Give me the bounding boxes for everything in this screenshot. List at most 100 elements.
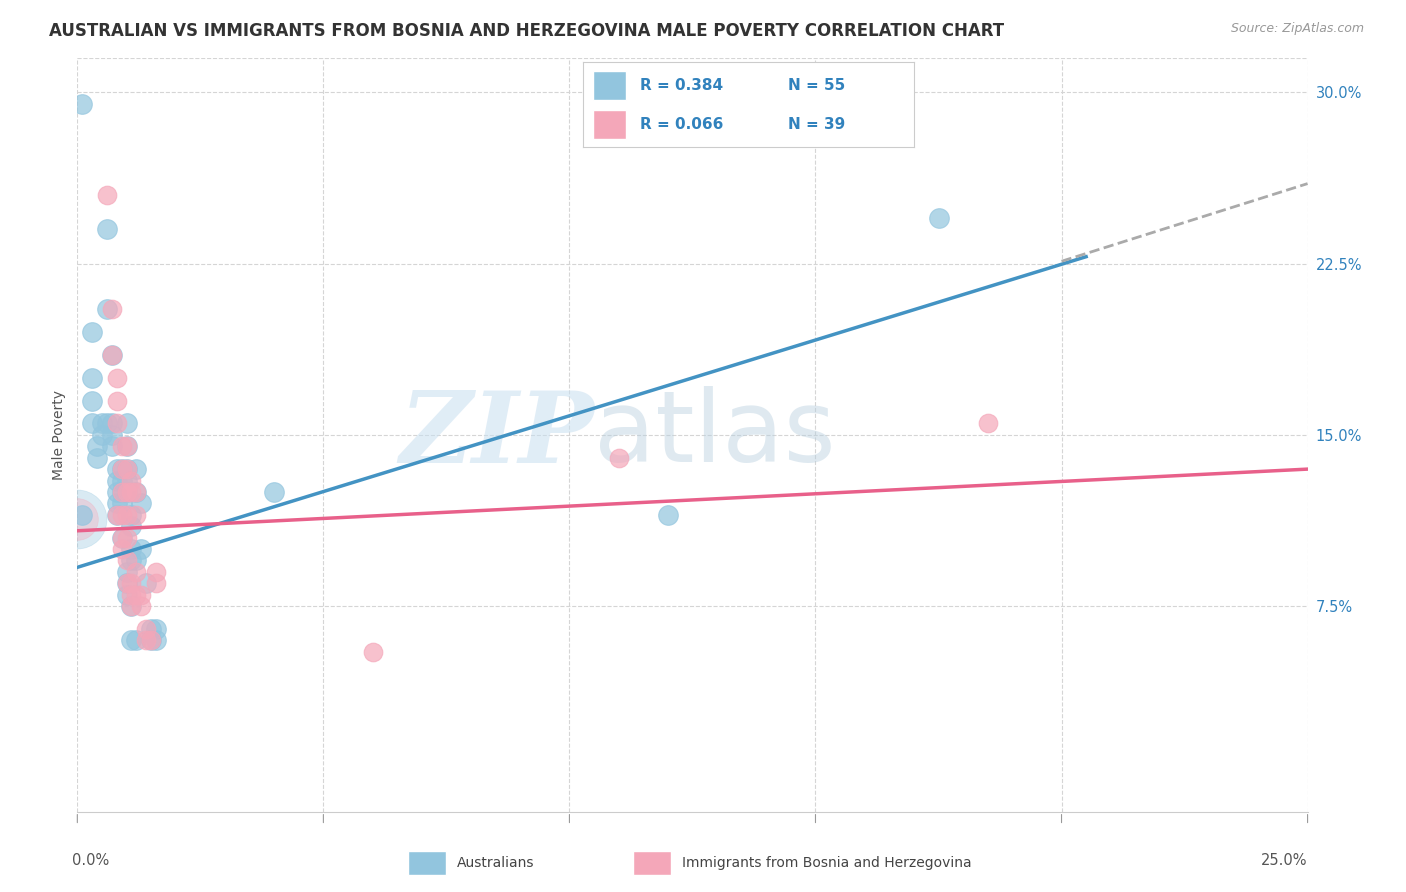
Point [86, 439, 108, 453]
Point [105, 462, 128, 476]
Point [90, 417, 114, 431]
Point [111, 496, 132, 510]
Point [111, 485, 132, 500]
Point [90, 427, 114, 442]
Point [111, 542, 132, 557]
Point [125, 485, 148, 500]
Point [145, 622, 167, 636]
FancyBboxPatch shape [593, 110, 627, 139]
Point [111, 531, 132, 545]
Text: Immigrants from Bosnia and Herzegovina: Immigrants from Bosnia and Herzegovina [682, 856, 972, 870]
Text: 25.0%: 25.0% [1261, 853, 1308, 868]
Point [111, 508, 132, 522]
Point [928, 211, 950, 225]
Point [115, 588, 138, 602]
Point [105, 496, 128, 510]
Point [96, 188, 118, 202]
Y-axis label: Male Poverty: Male Poverty [52, 390, 66, 480]
Point [70, 508, 93, 522]
Point [125, 633, 148, 648]
Text: R = 0.384: R = 0.384 [640, 78, 723, 93]
Point [129, 542, 153, 557]
Point [66, 512, 89, 526]
Point [361, 645, 384, 659]
Point [111, 462, 132, 476]
Point [115, 439, 138, 453]
Text: Australians: Australians [457, 856, 534, 870]
Point [82, 417, 104, 431]
Point [105, 508, 128, 522]
Point [657, 508, 679, 522]
Point [115, 553, 138, 567]
Point [111, 531, 132, 545]
Point [125, 588, 148, 602]
FancyBboxPatch shape [633, 851, 672, 875]
Point [96, 417, 118, 431]
Point [141, 633, 163, 648]
Point [96, 302, 118, 317]
Point [135, 633, 157, 648]
Point [125, 485, 148, 500]
Point [121, 485, 143, 500]
Point [135, 622, 157, 636]
Text: Source: ZipAtlas.com: Source: ZipAtlas.com [1230, 22, 1364, 36]
Point [105, 485, 128, 500]
Point [111, 462, 132, 476]
Point [105, 508, 128, 522]
Point [145, 576, 167, 591]
Point [66, 512, 89, 526]
Point [82, 393, 104, 408]
Text: R = 0.066: R = 0.066 [640, 117, 723, 132]
Point [121, 633, 143, 648]
Point [101, 348, 124, 362]
Point [115, 417, 138, 431]
Point [121, 519, 143, 533]
Point [115, 462, 138, 476]
Point [145, 633, 167, 648]
FancyBboxPatch shape [408, 851, 447, 875]
Point [121, 542, 143, 557]
Point [82, 370, 104, 384]
Text: N = 39: N = 39 [789, 117, 845, 132]
Point [96, 222, 118, 236]
Point [101, 439, 124, 453]
Point [101, 427, 124, 442]
Point [115, 474, 138, 488]
Point [111, 439, 132, 453]
Point [86, 450, 108, 465]
Point [115, 508, 138, 522]
Point [145, 565, 167, 579]
Point [115, 439, 138, 453]
Text: N = 55: N = 55 [789, 78, 845, 93]
Point [115, 565, 138, 579]
Point [129, 496, 153, 510]
Point [125, 462, 148, 476]
Point [105, 370, 128, 384]
Point [111, 485, 132, 500]
Point [115, 485, 138, 500]
Point [121, 576, 143, 591]
Point [101, 417, 124, 431]
Point [141, 633, 163, 648]
Point [121, 508, 143, 522]
Point [105, 393, 128, 408]
Point [141, 622, 163, 636]
Point [105, 474, 128, 488]
Point [121, 474, 143, 488]
Point [115, 576, 138, 591]
Point [101, 302, 124, 317]
Text: atlas: atlas [595, 386, 835, 483]
Text: 0.0%: 0.0% [73, 853, 110, 868]
Point [977, 417, 1000, 431]
Point [105, 417, 128, 431]
Point [607, 450, 630, 465]
Point [129, 588, 153, 602]
Point [121, 588, 143, 602]
Point [115, 576, 138, 591]
Text: AUSTRALIAN VS IMMIGRANTS FROM BOSNIA AND HERZEGOVINA MALE POVERTY CORRELATION CH: AUSTRALIAN VS IMMIGRANTS FROM BOSNIA AND… [49, 22, 1004, 40]
Point [121, 553, 143, 567]
Point [101, 348, 124, 362]
Point [263, 485, 285, 500]
Point [125, 553, 148, 567]
Point [115, 531, 138, 545]
